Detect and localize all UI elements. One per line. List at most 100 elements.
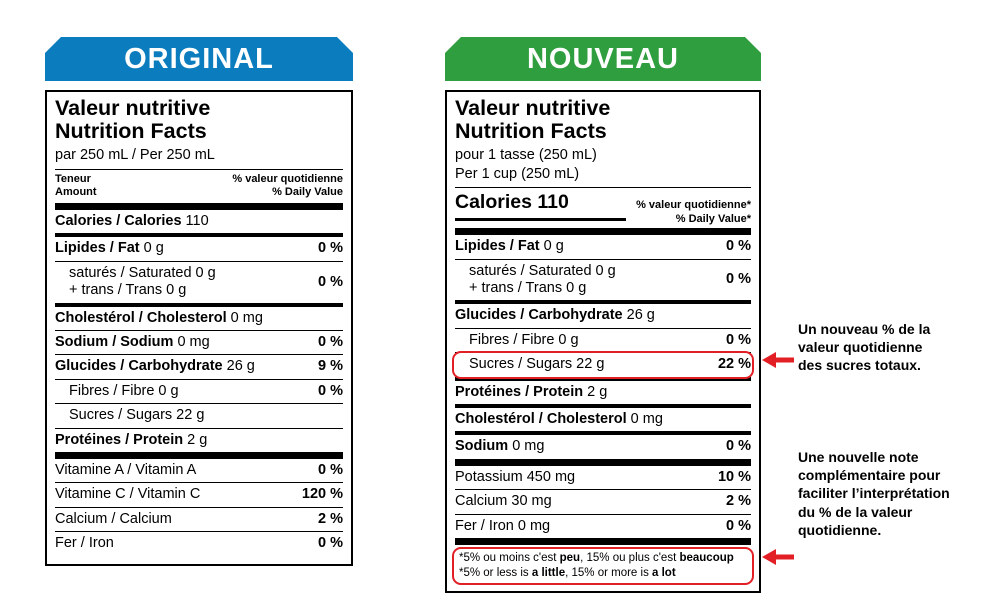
row-vitamin-c-label: Vitamine C / Vitamin C	[55, 486, 201, 503]
footnote-fr-b: peu	[559, 551, 581, 564]
row-sodium-amount: 0 mg	[173, 334, 210, 351]
row-cholesterol-amount: 0 mg	[226, 309, 263, 326]
row-carbohydrate: Glucides / Carbohydrate 26 g 9 %	[55, 354, 343, 378]
daily-value-header: % valeur quotidienne* % Daily Value*	[636, 191, 751, 227]
row-fat-amount: 0 g	[139, 240, 164, 257]
row-saturated-trans-dv: 0 %	[726, 271, 751, 288]
row-iron: Fer / Iron 0 mg 0 %	[455, 513, 751, 538]
original-title-en: Nutrition Facts	[55, 119, 207, 144]
row-protein-amount: 2 g	[183, 431, 208, 448]
footnote-line-en: *5% or less is a little, 15% or more is …	[459, 566, 747, 581]
nouveau-serving-en: Per 1 cup (250 mL)	[455, 165, 580, 182]
original-title-fr: Valeur nutritive	[55, 96, 211, 120]
calories-header: Calories 110 % valeur quotidienne* % Dai…	[455, 186, 751, 229]
row-sugars-dv: 22 %	[717, 356, 751, 373]
row-trans-line: + trans / Trans 0 g	[469, 280, 587, 297]
row-fat-label: Lipides / Fat 0 g	[55, 240, 164, 257]
row-calcium: Calcium / Calcium 2 %	[55, 506, 343, 531]
row-sodium-dv: 0 %	[726, 438, 751, 455]
row-calcium-label: Calcium 30 mg	[455, 493, 552, 510]
row-calcium-label: Calcium / Calcium	[55, 510, 172, 527]
row-calcium-dv: 2 %	[318, 510, 343, 527]
row-calcium-dv: 2 %	[726, 493, 751, 510]
row-potassium: Potassium 450 mg 10 %	[455, 458, 751, 489]
row-fibre-dv: 0 %	[318, 382, 343, 399]
row-iron-dv: 0 %	[318, 535, 343, 552]
original-column-headers: Teneur Amount % valeur quotidienne % Dai…	[55, 168, 343, 204]
footnote-fr-c: , 15% ou plus c'est	[580, 551, 680, 564]
footnote-fr-d: beaucoup	[679, 551, 734, 564]
original-banner-label: ORIGINAL	[124, 42, 274, 75]
row-carbohydrate-dv: 9 %	[318, 358, 343, 375]
row-carbohydrate-name: Glucides / Carbohydrate	[455, 307, 623, 324]
row-fat-amount: 0 g	[539, 238, 564, 255]
original-dv-header-en: % Daily Value	[272, 186, 343, 199]
row-fat: Lipides / Fat 0 g 0 %	[455, 228, 751, 258]
row-sodium: Sodium 0 mg 0 %	[455, 431, 751, 458]
row-saturated-trans: saturés / Saturated 0 g + trans / Trans …	[55, 260, 343, 303]
row-calories: Calories / Calories 110	[55, 203, 343, 233]
nouveau-banner: NOUVEAU	[445, 37, 761, 81]
nouveau-serving-fr: pour 1 tasse (250 mL)	[455, 147, 597, 164]
row-protein-amount: 2 g	[583, 383, 608, 400]
row-sodium-name: Sodium / Sodium	[55, 334, 174, 351]
original-dv-header-fr: % valeur quotidienne	[232, 172, 343, 185]
row-cholesterol-name: Cholestérol / Cholesterol	[455, 411, 627, 428]
row-carbohydrate-name: Glucides / Carbohydrate	[55, 358, 223, 375]
row-vitamin-a-dv: 0 %	[318, 461, 343, 478]
row-cholesterol: Cholestérol / Cholesterol 0 mg	[455, 404, 751, 431]
row-saturated-trans-label: saturés / Saturated 0 g + trans / Trans …	[55, 265, 216, 300]
row-protein-label: Protéines / Protein 2 g	[55, 432, 207, 449]
calories-value: Calories 110	[455, 191, 627, 221]
footnote-fr-a: *5% ou moins c'est	[459, 551, 560, 564]
original-serving-size: par 250 mL / Per 250 mL	[55, 147, 215, 164]
row-cholesterol-label: Cholestérol / Cholesterol 0 mg	[55, 310, 263, 327]
row-vitamin-a-label: Vitamine A / Vitamin A	[55, 461, 197, 478]
row-sodium-dv: 0 %	[318, 334, 343, 351]
footnote-text: *5% ou moins c'est peu, 15% ou plus c'es…	[452, 546, 754, 586]
original-banner: ORIGINAL	[45, 37, 353, 81]
row-protein-name: Protéines / Protein	[55, 431, 184, 448]
row-sugars-label: Sucres / Sugars 22 g	[469, 356, 605, 373]
footnote-section: *5% ou moins c'est peu, 15% ou plus c'es…	[452, 537, 754, 586]
row-trans-line: + trans / Trans 0 g	[69, 282, 187, 299]
row-iron-dv: 0 %	[726, 517, 751, 534]
row-cholesterol-amount: 0 mg	[626, 411, 663, 428]
footnote-annotation: Une nouvelle note complémentaire pour fa…	[798, 449, 950, 538]
row-fat-label: Lipides / Fat 0 g	[455, 238, 564, 255]
footnote-en-d: a lot	[652, 567, 676, 580]
row-carbohydrate-amount: 26 g	[622, 307, 655, 324]
row-calories-amount: 110	[181, 213, 209, 230]
original-dv-header: % valeur quotidienne % Daily Value	[232, 173, 343, 201]
row-calories-label: Calories / Calories 110	[55, 213, 209, 230]
row-fibre: Fibres / Fibre 0 g 0 %	[55, 378, 343, 403]
row-carbohydrate: Glucides / Carbohydrate 26 g	[455, 300, 751, 327]
original-amount-header-fr: Teneur	[55, 172, 91, 185]
row-fat-name: Lipides / Fat	[455, 238, 540, 255]
row-cholesterol: Cholestérol / Cholesterol 0 mg	[55, 302, 343, 330]
row-protein-label: Protéines / Protein 2 g	[455, 384, 607, 401]
arrow-to-sugars-icon	[762, 352, 794, 368]
row-iron-label: Fer / Iron	[55, 535, 114, 552]
row-saturated-line: saturés / Saturated 0 g	[469, 262, 616, 279]
row-saturated-line: saturés / Saturated 0 g	[69, 264, 216, 281]
daily-value-header-fr: % valeur quotidienne*	[636, 198, 751, 211]
row-protein: Protéines / Protein 2 g	[55, 427, 343, 452]
row-carbohydrate-amount: 26 g	[222, 358, 255, 375]
daily-value-header-en: % Daily Value*	[675, 212, 751, 225]
original-amount-header-en: Amount	[55, 186, 97, 199]
row-potassium-label: Potassium 450 mg	[455, 468, 576, 485]
nouveau-serving-size: pour 1 tasse (250 mL) Per 1 cup (250 mL)	[455, 146, 751, 182]
original-amount-header: Teneur Amount	[55, 173, 97, 201]
row-saturated-trans-dv: 0 %	[318, 273, 343, 290]
original-nutrition-label: Valeur nutritive Nutrition Facts par 250…	[45, 90, 353, 566]
row-vitamin-a: Vitamine A / Vitamin A 0 %	[55, 451, 343, 482]
row-fat: Lipides / Fat 0 g 0 %	[55, 233, 343, 260]
footnote-en-b: a little	[531, 567, 566, 580]
row-sodium: Sodium / Sodium 0 mg 0 %	[55, 330, 343, 354]
nouveau-nutrition-label: Valeur nutritive Nutrition Facts pour 1 …	[445, 90, 761, 594]
row-vitamin-c: Vitamine C / Vitamin C 120 %	[55, 482, 343, 506]
row-fibre-dv: 0 %	[726, 331, 751, 348]
sugars-annotation: Un nouveau % de la valeur quotidienne de…	[798, 321, 931, 374]
row-cholesterol-label: Cholestérol / Cholesterol 0 mg	[455, 411, 663, 428]
